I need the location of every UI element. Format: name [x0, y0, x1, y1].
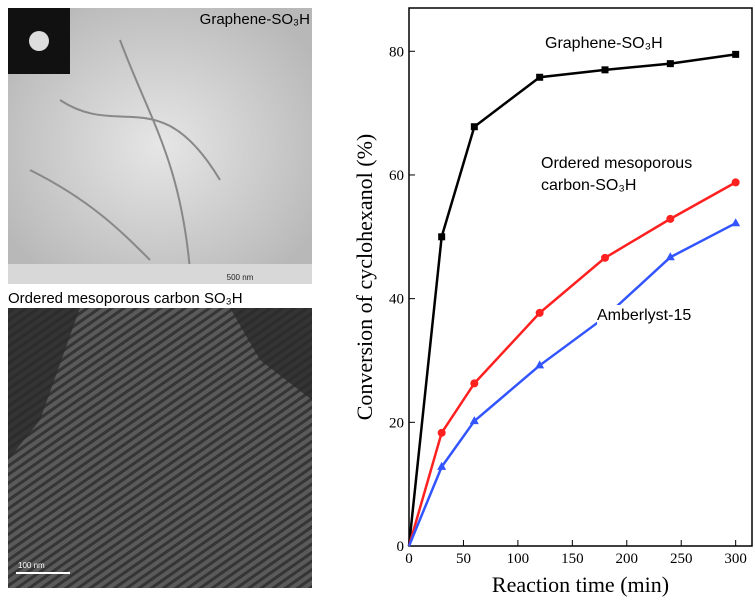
image-caption: Graphene-SO₃H [200, 11, 310, 28]
series-label: Graphene-SO₃H [545, 33, 663, 55]
x-tick-label: 150 [561, 551, 584, 567]
marker [666, 60, 674, 68]
marker [732, 50, 740, 58]
series-label: Ordered mesoporous carbon-SO₃H [541, 153, 693, 197]
marker [437, 461, 447, 470]
marker [437, 428, 446, 437]
marker [601, 253, 609, 262]
x-tick-label: 250 [670, 551, 693, 567]
marker [665, 252, 675, 261]
marker [731, 178, 740, 187]
x-axis-label: Reaction time (min) [492, 572, 669, 597]
info-bar [8, 264, 312, 284]
scale-bar-label: 100 nm [18, 561, 45, 570]
y-tick-label: 60 [389, 168, 404, 184]
marker [469, 416, 479, 425]
series-line [407, 53, 736, 547]
x-tick-label: 200 [616, 551, 639, 567]
y-tick-label: 40 [389, 292, 404, 308]
x-tick-label: 0 [405, 551, 413, 567]
axes-frame [408, 7, 753, 547]
scale-bar-label: 500 nm [227, 273, 254, 282]
marker [535, 308, 544, 317]
image-texture [29, 39, 221, 271]
x-tick-label: 300 [724, 551, 747, 567]
x-tick-label: 100 [507, 551, 530, 567]
y-tick-label: 20 [389, 415, 404, 431]
series-line [407, 181, 737, 547]
y-tick-label: 80 [389, 44, 404, 60]
x-tick-label: 50 [456, 551, 471, 567]
series-line [407, 222, 737, 547]
marker [731, 218, 741, 227]
marker [535, 360, 545, 369]
image-caption: Ordered mesoporous carbon SO₃H [8, 290, 243, 307]
marker [470, 123, 478, 131]
marker [470, 379, 479, 388]
y-tick-label: 0 [397, 539, 405, 555]
diffraction-spot [29, 31, 49, 51]
marker [536, 73, 544, 81]
y-axis-label: Conversion of cyclohexanol (%) [352, 134, 377, 421]
marker [438, 233, 446, 241]
series-label: Amberlyst-15 [597, 305, 692, 327]
image-texture [8, 308, 312, 460]
marker [666, 214, 675, 223]
marker [601, 66, 609, 74]
